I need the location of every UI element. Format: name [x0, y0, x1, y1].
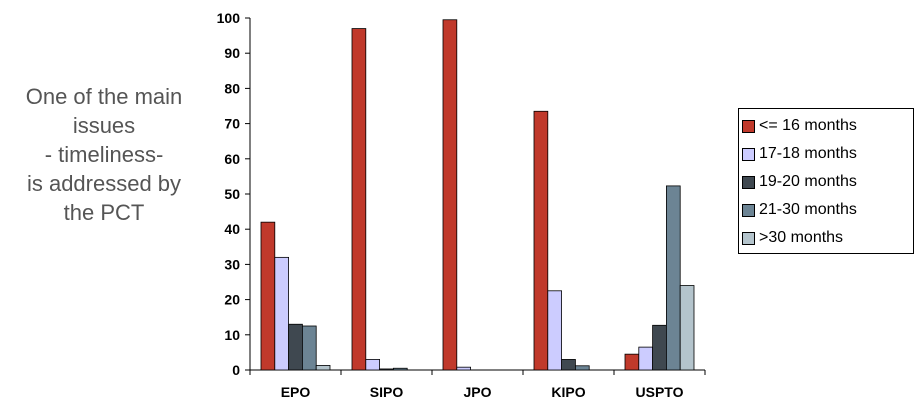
- y-tick-label: 20: [224, 292, 240, 308]
- bar: [301, 325, 317, 371]
- legend-label: 19-20 months: [759, 173, 857, 190]
- y-tick-label: 100: [217, 10, 241, 26]
- legend-label: 21-30 months: [759, 201, 857, 218]
- x-tick-label: SIPO: [370, 384, 404, 400]
- bar: [533, 110, 549, 371]
- y-tick-label: 10: [224, 327, 240, 343]
- legend-item: <= 16 months: [739, 112, 913, 140]
- legend-swatch: [742, 147, 755, 161]
- side-note-line: the PCT: [63, 200, 145, 225]
- bar: [379, 368, 394, 371]
- y-tick-label: 40: [224, 221, 240, 237]
- bar: [652, 324, 667, 371]
- legend-item: 17-18 months: [739, 140, 913, 168]
- bar: [561, 359, 576, 371]
- side-note: One of the main issues - timeliness- is …: [0, 82, 208, 227]
- y-tick-label: 0: [232, 362, 240, 378]
- bar: [624, 353, 640, 371]
- y-tick-label: 30: [224, 256, 240, 272]
- legend-label: 17-18 months: [759, 145, 857, 162]
- bar: [260, 221, 276, 371]
- bar: [638, 346, 653, 371]
- y-tick-label: 60: [224, 151, 240, 167]
- x-tick-label: EPO: [281, 384, 311, 400]
- legend-item: >30 months: [739, 224, 913, 252]
- legend-swatch: [742, 119, 755, 133]
- legend-label: >30 months: [759, 229, 844, 246]
- x-tick-label: KIPO: [551, 384, 585, 400]
- bar: [666, 185, 681, 371]
- legend-item: 19-20 months: [739, 168, 913, 196]
- bar: [575, 365, 590, 371]
- bar: [274, 256, 289, 371]
- legend-item: 21-30 months: [739, 196, 913, 224]
- y-tick-label: 80: [224, 80, 240, 96]
- x-tick-label: USPTO: [636, 384, 684, 400]
- bar: [365, 359, 380, 371]
- legend-swatch: [742, 203, 755, 217]
- legend-swatch: [742, 175, 755, 189]
- legend-label: <= 16 months: [759, 117, 857, 134]
- y-tick-label: 90: [224, 45, 240, 61]
- side-note-line: is addressed by: [26, 171, 182, 196]
- legend-swatch: [742, 231, 755, 245]
- bar: [679, 285, 695, 371]
- y-tick-label: 50: [224, 186, 240, 202]
- bar: [288, 323, 303, 371]
- bar: [442, 19, 458, 371]
- side-note-line: One of the main: [25, 84, 183, 109]
- y-tick-label: 70: [224, 116, 240, 132]
- bar: [351, 28, 367, 371]
- bar: [392, 367, 408, 371]
- bar: [547, 290, 562, 371]
- side-note-line: issues: [72, 113, 136, 138]
- bar: [456, 366, 471, 371]
- x-tick-label: JPO: [463, 384, 491, 400]
- bar: [315, 365, 331, 371]
- chart-legend: <= 16 months 17-18 months 19-20 months 2…: [738, 108, 914, 254]
- side-note-line: - timeliness-: [44, 142, 164, 167]
